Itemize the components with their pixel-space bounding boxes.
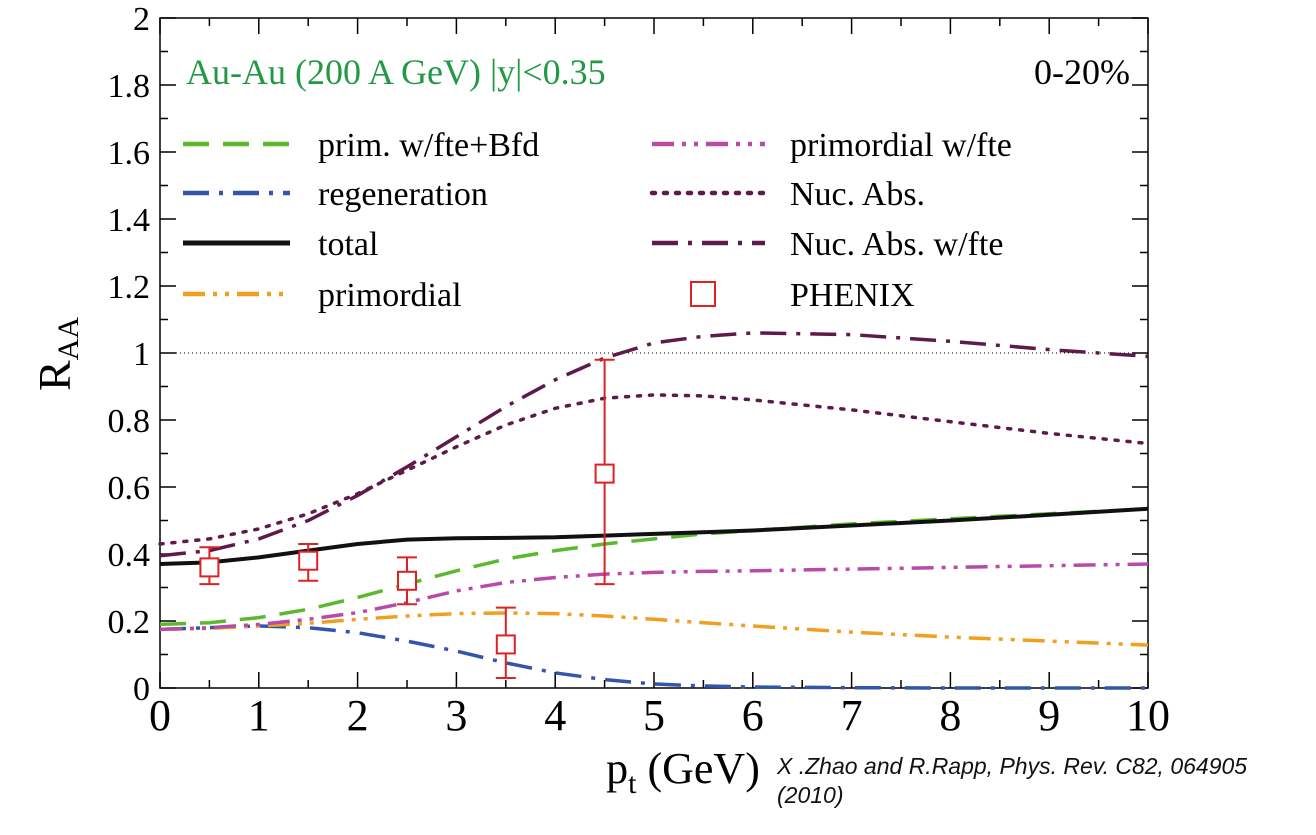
legend-label: primordial w/fte	[790, 127, 1012, 164]
legend-swatch-phenix	[690, 281, 716, 307]
centrality-label: 0-20%	[1034, 52, 1130, 92]
phenix-point	[298, 542, 319, 582]
x-tick-label: 5	[643, 691, 665, 740]
y-tick-label: 1.2	[108, 269, 151, 306]
y-tick-label: 1.4	[108, 202, 151, 239]
x-tick-label: 6	[742, 691, 764, 740]
series-primordial-w-fte	[159, 562, 1149, 632]
legend-label: regeneration	[318, 176, 488, 213]
legend-label: primordial	[318, 277, 462, 314]
legend-label: PHENIX	[790, 277, 915, 314]
phenix-marker	[495, 634, 516, 655]
y-tick-label: 0	[133, 671, 150, 708]
legend-label: Nuc. Abs.	[790, 176, 925, 213]
phenix-point	[199, 546, 220, 586]
x-tick-label: 1	[248, 691, 270, 740]
x-tick-label: 0	[149, 691, 171, 740]
x-tick-label: 2	[347, 691, 369, 740]
phenix-marker	[594, 463, 615, 484]
y-axis-label-sub: AA	[52, 317, 85, 361]
x-tick-label: 3	[445, 691, 467, 740]
legend-label: Nuc. Abs. w/fte	[790, 226, 1003, 263]
series-primordial	[159, 611, 1149, 647]
series-total	[159, 506, 1149, 566]
x-tick-label: 4	[544, 691, 566, 740]
chart-title: Au-Au (200 A GeV) |y|<0.35	[186, 52, 606, 92]
x-tick-label: 7	[841, 691, 863, 740]
x-axis-label: pt (GeV)	[606, 744, 760, 800]
phenix-marker	[298, 550, 319, 571]
y-tick-label: 1.8	[108, 68, 151, 105]
x-tick-label: 9	[1038, 691, 1060, 740]
phenix-marker	[199, 557, 220, 578]
legend-label: prim. w/fte+Bfd	[318, 127, 539, 164]
y-tick-label: 0.6	[108, 470, 151, 507]
y-tick-label: 0.8	[108, 403, 151, 440]
phenix-point	[495, 606, 516, 679]
x-tick-label: 8	[939, 691, 961, 740]
y-axis-label-main: R	[29, 360, 80, 391]
citation: X .Zhao and R.Rapp, Phys. Rev. C82, 0649…	[777, 753, 1248, 808]
y-tick-label: 1.6	[108, 135, 151, 172]
y-tick-label: 2	[133, 1, 150, 38]
series-lines	[158, 331, 1150, 690]
y-tick-label: 0.4	[108, 537, 151, 574]
y-tick-labels: 0 0.2 0.4 0.6 0.8 1 1.2 1.4 1.6 1.8 2	[108, 1, 151, 708]
phenix-marker	[397, 570, 417, 591]
y-tick-label: 1	[133, 336, 150, 373]
legend-label: total	[318, 226, 378, 263]
phenix-point	[594, 358, 615, 586]
series-nuc-abs	[158, 393, 1150, 546]
x-axis-label-sub: t	[628, 767, 637, 800]
y-tick-label: 0.2	[108, 604, 151, 641]
x-axis-label-main: p	[606, 744, 628, 793]
x-tick-labels: 0 1 2 3 4 5 6 7 8 9 10	[149, 691, 1170, 740]
phenix-points	[199, 358, 615, 679]
x-axis-label-unit: (GeV)	[636, 744, 759, 793]
x-tick-label: 10	[1126, 691, 1170, 740]
axis-ticks	[159, 17, 1149, 689]
series-nuc-abs-w-fte	[159, 331, 1149, 558]
phenix-point	[397, 556, 417, 606]
y-axis-label: RAA	[29, 317, 85, 391]
legend: prim. w/fte+Bfd regeneration total primordi…	[183, 127, 1012, 314]
